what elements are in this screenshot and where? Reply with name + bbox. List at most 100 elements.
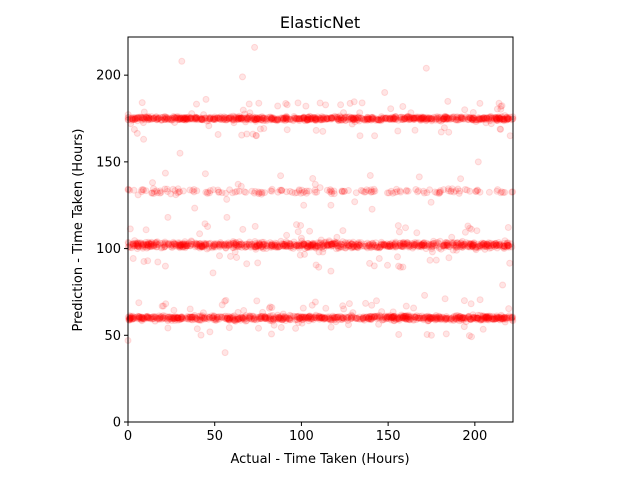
data-point bbox=[366, 172, 374, 179]
data-point bbox=[433, 314, 441, 322]
data-point bbox=[263, 314, 271, 322]
data-point bbox=[357, 240, 365, 248]
data-point bbox=[176, 242, 184, 250]
data-point bbox=[481, 245, 489, 253]
x-tick-label: 200 bbox=[462, 429, 487, 444]
data-point bbox=[277, 172, 285, 180]
data-point bbox=[494, 314, 502, 322]
data-point bbox=[481, 241, 489, 249]
data-point bbox=[191, 313, 199, 321]
data-point bbox=[482, 314, 490, 322]
data-point bbox=[442, 330, 450, 338]
data-point bbox=[152, 239, 160, 247]
data-point bbox=[483, 315, 491, 323]
data-point bbox=[456, 313, 464, 321]
data-point bbox=[427, 315, 435, 323]
data-point bbox=[196, 316, 204, 324]
data-point bbox=[465, 239, 472, 247]
data-point bbox=[428, 314, 436, 322]
data-point bbox=[399, 312, 407, 320]
data-point bbox=[350, 243, 358, 251]
data-point bbox=[177, 315, 185, 323]
data-point bbox=[439, 314, 447, 322]
data-point bbox=[441, 316, 449, 324]
data-point bbox=[436, 237, 444, 245]
data-point bbox=[386, 241, 394, 249]
data-point bbox=[360, 314, 367, 322]
data-point bbox=[278, 316, 286, 324]
data-point bbox=[479, 313, 487, 320]
data-point bbox=[505, 312, 513, 320]
data-point bbox=[196, 313, 204, 321]
data-point bbox=[500, 242, 508, 250]
data-point bbox=[283, 231, 291, 239]
data-point bbox=[317, 236, 325, 244]
data-point bbox=[468, 240, 475, 248]
data-point bbox=[323, 241, 331, 249]
data-point bbox=[210, 240, 218, 248]
data-point bbox=[192, 241, 200, 249]
data-point bbox=[261, 312, 269, 320]
data-point bbox=[370, 262, 378, 270]
data-point bbox=[307, 315, 315, 323]
data-point bbox=[368, 313, 376, 321]
data-point bbox=[411, 126, 419, 134]
data-point bbox=[452, 314, 460, 322]
data-point bbox=[315, 312, 323, 320]
data-point bbox=[387, 315, 395, 323]
data-point bbox=[236, 243, 244, 251]
data-point bbox=[212, 316, 220, 324]
data-point bbox=[426, 315, 434, 323]
data-point bbox=[367, 315, 375, 323]
data-point bbox=[252, 316, 260, 324]
data-point bbox=[504, 239, 512, 247]
data-point bbox=[370, 312, 378, 320]
data-point bbox=[164, 213, 172, 221]
data-point bbox=[383, 313, 391, 321]
data-point bbox=[382, 114, 389, 122]
data-point bbox=[366, 312, 374, 320]
data-point bbox=[492, 240, 500, 248]
data-point bbox=[174, 314, 181, 322]
data-point bbox=[227, 252, 234, 260]
data-point bbox=[227, 241, 235, 249]
data-point bbox=[214, 131, 222, 138]
data-point bbox=[171, 240, 179, 248]
data-point bbox=[461, 106, 469, 114]
data-point bbox=[291, 241, 299, 248]
data-point bbox=[298, 314, 306, 322]
data-point bbox=[129, 313, 137, 321]
data-point bbox=[470, 313, 478, 321]
data-point bbox=[504, 314, 512, 322]
data-point bbox=[269, 312, 277, 319]
data-point bbox=[270, 316, 278, 324]
data-point bbox=[126, 315, 134, 323]
data-point bbox=[353, 315, 361, 323]
data-point bbox=[312, 242, 320, 250]
data-point bbox=[349, 242, 357, 250]
data-point bbox=[469, 313, 477, 321]
data-point bbox=[407, 109, 415, 117]
data-point bbox=[423, 315, 431, 323]
data-point bbox=[144, 241, 152, 249]
data-point bbox=[436, 314, 444, 322]
data-point bbox=[305, 243, 313, 251]
data-point bbox=[495, 241, 503, 248]
data-point bbox=[167, 315, 175, 323]
data-point bbox=[456, 116, 464, 124]
data-point bbox=[370, 314, 378, 322]
data-point bbox=[381, 314, 389, 322]
data-point bbox=[357, 315, 365, 323]
data-point bbox=[228, 313, 236, 321]
data-point bbox=[497, 311, 505, 319]
scatter-points bbox=[124, 43, 517, 357]
data-point bbox=[210, 312, 218, 320]
data-point bbox=[302, 313, 310, 321]
data-point bbox=[252, 313, 260, 321]
data-point bbox=[434, 315, 442, 323]
data-point bbox=[485, 314, 493, 322]
data-point bbox=[196, 230, 204, 238]
data-point bbox=[195, 312, 202, 320]
data-point bbox=[333, 313, 341, 321]
data-point bbox=[373, 313, 381, 321]
